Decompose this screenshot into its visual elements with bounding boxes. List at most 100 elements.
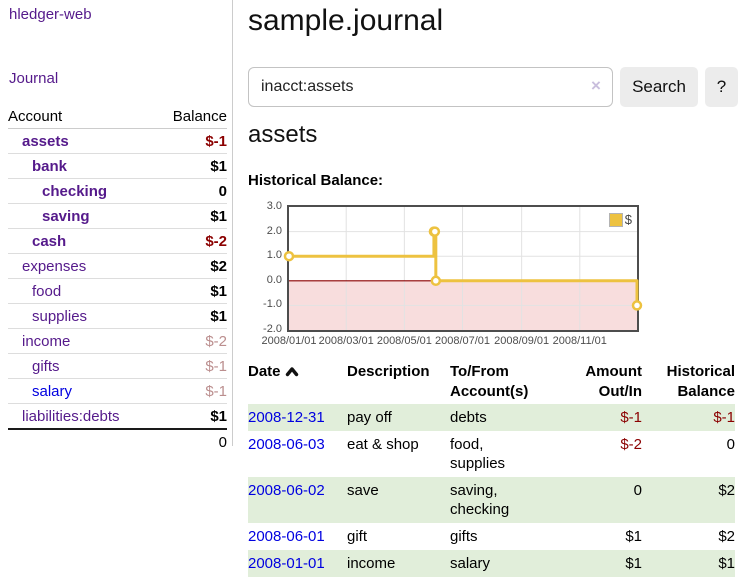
account-link-supplies[interactable]: supplies <box>32 307 88 325</box>
transaction-balance: $1 <box>642 550 735 577</box>
transaction-description: eat & shop <box>347 436 419 453</box>
search-input[interactable] <box>248 67 613 107</box>
account-balance: $-2 <box>155 328 227 354</box>
sidebar-item-journal[interactable]: Journal <box>9 70 59 87</box>
x-axis-tick-label: 2008/03/01 <box>318 335 374 347</box>
account-link-salary[interactable]: salary <box>32 382 73 400</box>
transaction-description: gift <box>347 528 368 545</box>
register-table: Date Description To/From Account(s) Amount Ou… <box>248 360 735 577</box>
account-row: income $-2 <box>8 328 227 354</box>
account-balance: $-1 <box>155 128 227 154</box>
account-balance: 0 <box>155 178 227 204</box>
sidebar: hledger-web Journal Account Balance asse… <box>0 0 233 454</box>
account-balance: $1 <box>155 403 227 430</box>
register-column-header-amount: Amount Out/In <box>585 363 642 400</box>
transaction-accounts: food, supplies <box>450 436 506 472</box>
x-axis-tick-label: 2008/11/01 <box>552 335 607 347</box>
transaction-description: pay off <box>347 404 450 431</box>
account-link-income[interactable]: income <box>22 332 71 350</box>
transaction-description: income <box>347 550 450 577</box>
x-axis-tick-label: 2008/07/01 <box>434 335 491 347</box>
account-heading: assets <box>248 121 318 148</box>
account-link-liabilities-debts[interactable]: liabilities:debts <box>22 407 120 425</box>
account-balance: $2 <box>155 253 227 279</box>
legend-label: $ <box>624 212 632 227</box>
chart-plot-area: $ <box>283 205 643 332</box>
register-row: 2008-06-03 eat & shop food, supplies $-2 0 <box>248 431 735 477</box>
y-axis-tick-label: -1.0 <box>263 298 282 311</box>
account-link-expenses[interactable]: expenses <box>22 257 87 275</box>
account-row: checking 0 <box>8 178 227 204</box>
account-balance: $1 <box>155 303 227 329</box>
account-link-bank[interactable]: bank <box>32 157 68 175</box>
y-axis-tick-label: 2.0 <box>266 224 282 237</box>
page-title: sample.journal <box>248 4 444 37</box>
register-row: 2008-06-01 gift gifts $1 $2 <box>248 523 735 550</box>
transaction-date-link[interactable]: 2008-01-01 <box>248 555 325 572</box>
account-link-cash[interactable]: cash <box>32 232 67 250</box>
transaction-date-link[interactable]: 2008-06-02 <box>248 482 325 499</box>
transaction-balance: $-1 <box>642 404 735 431</box>
app-brand-link[interactable]: hledger-web <box>9 6 92 23</box>
register-column-header-description: Description <box>347 363 430 380</box>
y-axis-tick-label: 3.0 <box>266 200 282 212</box>
transaction-date-link[interactable]: 2008-06-03 <box>248 436 325 453</box>
help-button[interactable]: ? <box>705 67 738 107</box>
account-balance: $1 <box>155 203 227 229</box>
account-row: food $1 <box>8 278 227 304</box>
account-balance: $1 <box>155 278 227 304</box>
transaction-description: save <box>347 477 450 523</box>
transaction-accounts: debts <box>450 404 550 431</box>
transaction-accounts: gifts <box>450 528 478 545</box>
x-axis-tick-label: 2008/01/01 <box>261 335 317 347</box>
account-balance: $-1 <box>155 353 227 379</box>
account-row: gifts $-1 <box>8 353 227 379</box>
account-balance: $1 <box>155 153 227 179</box>
account-row: assets $-1 <box>8 128 227 154</box>
register-column-header-tofrom: To/From Account(s) <box>450 363 529 400</box>
transaction-amount: 0 <box>550 477 642 523</box>
account-link-gifts[interactable]: gifts <box>32 357 60 375</box>
account-row: salary $-1 <box>8 378 227 404</box>
sort-ascending-icon <box>285 367 298 377</box>
register-column-header-date[interactable]: Date <box>248 360 347 404</box>
register-row: 2008-01-01 income salary $1 $1 <box>248 550 735 577</box>
account-row: expenses $2 <box>8 253 227 279</box>
accounts-total-value: 0 <box>155 428 227 454</box>
legend-swatch-icon <box>608 212 623 227</box>
register-row: 2008-06-02 save saving, checking 0 $2 <box>248 477 735 523</box>
y-axis-tick-label: 1.0 <box>266 249 282 262</box>
account-row: cash $-2 <box>8 228 227 254</box>
account-link-checking[interactable]: checking <box>42 182 108 200</box>
x-axis-tick-label: 2008/05/01 <box>376 335 432 347</box>
main-content: sample.journal × Search ? assets Histori… <box>248 0 742 582</box>
account-link-saving[interactable]: saving <box>42 207 90 225</box>
search-button[interactable]: Search <box>620 67 698 107</box>
register-row: 2008-12-31 pay off debts $-1 $-1 <box>248 404 735 431</box>
register-column-header-historical: Historical Balance <box>666 363 735 400</box>
transaction-amount: $-1 <box>550 404 642 431</box>
account-balance: $-1 <box>155 378 227 404</box>
transaction-accounts: saving, checking <box>450 477 550 523</box>
accounts-balance-table: Account Balance assets $-1 bank $1 checking 0… <box>8 104 227 454</box>
transaction-date-link[interactable]: 2008-06-01 <box>248 528 325 545</box>
accounts-total-row: 0 <box>8 428 227 454</box>
account-row: liabilities:debts $1 <box>8 403 227 430</box>
account-row: saving $1 <box>8 203 227 229</box>
y-axis-tick-label: -2.0 <box>263 323 282 335</box>
clear-search-icon[interactable]: × <box>591 76 601 95</box>
search-form: × Search ? <box>248 67 742 107</box>
chart-svg <box>283 207 643 330</box>
account-row: supplies $1 <box>8 303 227 329</box>
transaction-accounts: salary <box>450 550 550 577</box>
chart-title: Historical Balance: <box>248 172 384 189</box>
transaction-date-link[interactable]: 2008-12-31 <box>248 409 325 426</box>
accounts-column-header-balance: Balance <box>155 104 227 129</box>
account-row: bank $1 <box>8 153 227 179</box>
transaction-balance: $2 <box>642 477 735 523</box>
transaction-balance: $2 <box>718 528 735 545</box>
x-axis-tick-label: 2008/09/01 <box>494 335 550 347</box>
account-link-food[interactable]: food <box>32 282 62 300</box>
account-link-assets[interactable]: assets <box>22 132 69 150</box>
transaction-amount: $1 <box>625 528 642 545</box>
